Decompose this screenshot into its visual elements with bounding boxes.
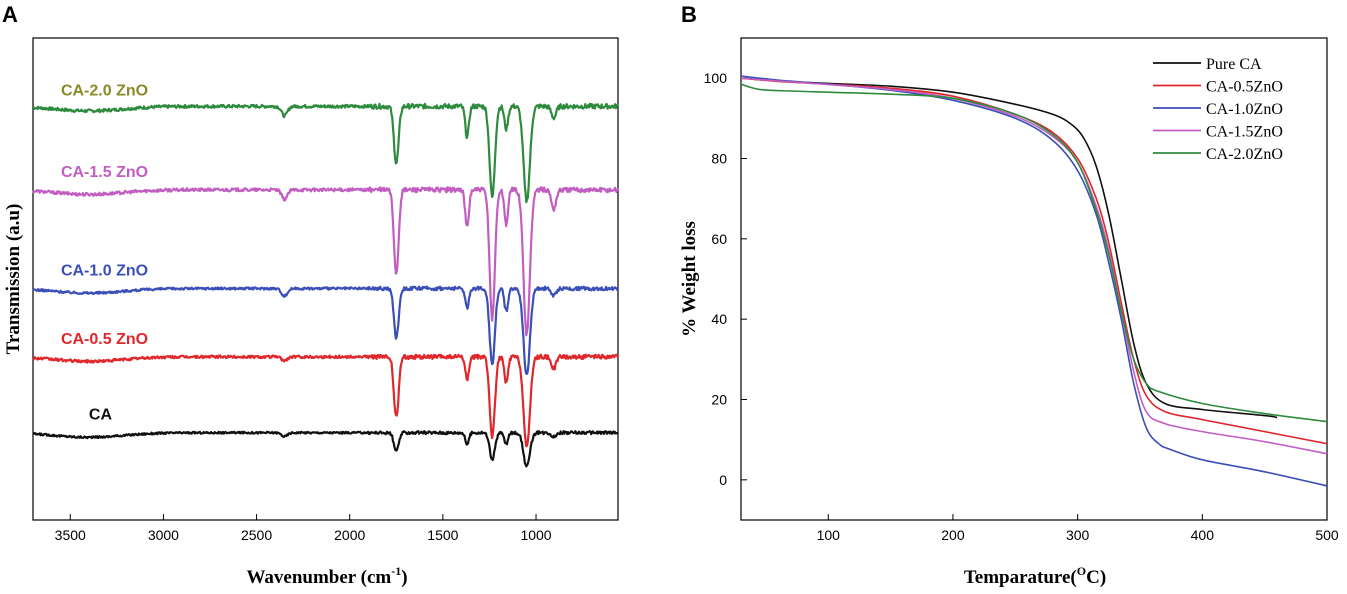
panel-b-legend-label: CA-2.0ZnO — [1206, 146, 1283, 163]
panel-a-x-axis-title-main: Wavenumber (cm — [246, 567, 391, 588]
panel-b-legend-label: CA-1.0ZnO — [1206, 101, 1283, 118]
panel-a-plot-frame — [32, 37, 619, 521]
panel-b-legend: Pure CA CA-0.5ZnO CA-1.0ZnO CA-1.5ZnO CA-2.0… — [1153, 56, 1283, 163]
panel-b-y-tick-label: 100 — [704, 70, 728, 86]
panel-a-series-label: CA-1.5 ZnO — [61, 164, 148, 181]
panel-a-chart: A 3500 3000 2500 2000 1500 1000 CA-2.0 ZnOCA-… — [2, 2, 620, 588]
panel-a-series-labels: CA-2.0 ZnO CA-1.5 ZnO CA-1.0 ZnO CA-0.5 ZnO… — [61, 82, 148, 423]
panel-a-series-line — [31, 186, 620, 337]
panel-a-series-label: CA-1.0 ZnO — [61, 262, 148, 279]
panel-a-series-line — [32, 102, 619, 204]
panel-a-series-label: CA-0.5 ZnO — [61, 331, 148, 348]
panel-b-x-tick-label: 200 — [941, 527, 965, 543]
panel-b-series-line — [740, 77, 1278, 419]
panel-a-x-tick-label: 2000 — [334, 527, 365, 543]
panel-b-x-axis-title: Temparature(OC) — [964, 564, 1106, 588]
panel-b-series — [740, 75, 1328, 487]
panel-a-series-line — [32, 353, 619, 448]
panel-a-x-tick-label: 1000 — [520, 527, 551, 543]
panel-a-series-line — [32, 430, 619, 468]
panel-b-x-tick-label: 300 — [1066, 527, 1090, 543]
panel-b-legend-label: CA-1.5ZnO — [1206, 124, 1283, 141]
panel-b-y-tick-label: 0 — [719, 472, 727, 488]
panel-b-ticks: 100 200 300 400 500 0 20 40 60 80 100 — [704, 70, 1339, 543]
panel-a-x-axis-title-sup: -1 — [391, 564, 401, 578]
panel-b-series-line — [740, 77, 1328, 445]
panel-a-x-ticks: 3500 3000 2500 2000 1500 1000 — [55, 514, 552, 543]
panel-a-label: A — [2, 2, 18, 27]
panel-b-chart: B 100 200 300 400 500 0 20 40 60 80 100 Pure CA CA-… — [679, 2, 1339, 588]
panel-a-x-tick-label: 3500 — [55, 527, 86, 543]
panel-b-legend-label: CA-0.5ZnO — [1206, 79, 1283, 96]
panel-b-series-line — [740, 77, 1328, 455]
panel-b-y-tick-label: 40 — [711, 311, 727, 327]
panel-b-plot-frame — [740, 37, 1328, 521]
panel-a-series-label: CA — [89, 407, 113, 424]
panel-b-label: B — [681, 2, 697, 27]
panel-a-x-axis-title-end: ) — [401, 567, 407, 588]
panel-a-x-tick-label: 3000 — [148, 527, 179, 543]
panel-b-x-tick-label: 400 — [1191, 527, 1215, 543]
panel-b-x-tick-label: 500 — [1315, 527, 1339, 543]
panel-b-x-axis-title-sup: O — [1077, 564, 1086, 578]
panel-a-y-axis-title: Transmission (a.u) — [3, 204, 24, 355]
panel-b-y-tick-label: 80 — [711, 151, 727, 167]
panel-b-x-axis-title-end: C) — [1086, 567, 1106, 588]
panel-a-x-tick-label: 2500 — [241, 527, 272, 543]
panel-a-series — [31, 102, 620, 468]
panel-a-series-line — [32, 285, 619, 375]
panel-b-y-axis-title: % Weight loss — [679, 221, 700, 337]
panel-b-x-axis-title-main: Temparature( — [964, 567, 1077, 588]
panel-b-series-line — [740, 83, 1328, 423]
panel-b-legend-label: Pure CA — [1206, 56, 1262, 73]
panel-a-series-label: CA-2.0 ZnO — [61, 82, 148, 99]
panel-a-x-axis-title: Wavenumber (cm-1) — [246, 564, 407, 588]
panel-b-y-tick-label: 20 — [711, 392, 727, 408]
panel-a-x-tick-label: 1500 — [427, 527, 458, 543]
panel-b-x-tick-label: 100 — [817, 527, 841, 543]
panel-b-y-tick-label: 60 — [711, 231, 727, 247]
